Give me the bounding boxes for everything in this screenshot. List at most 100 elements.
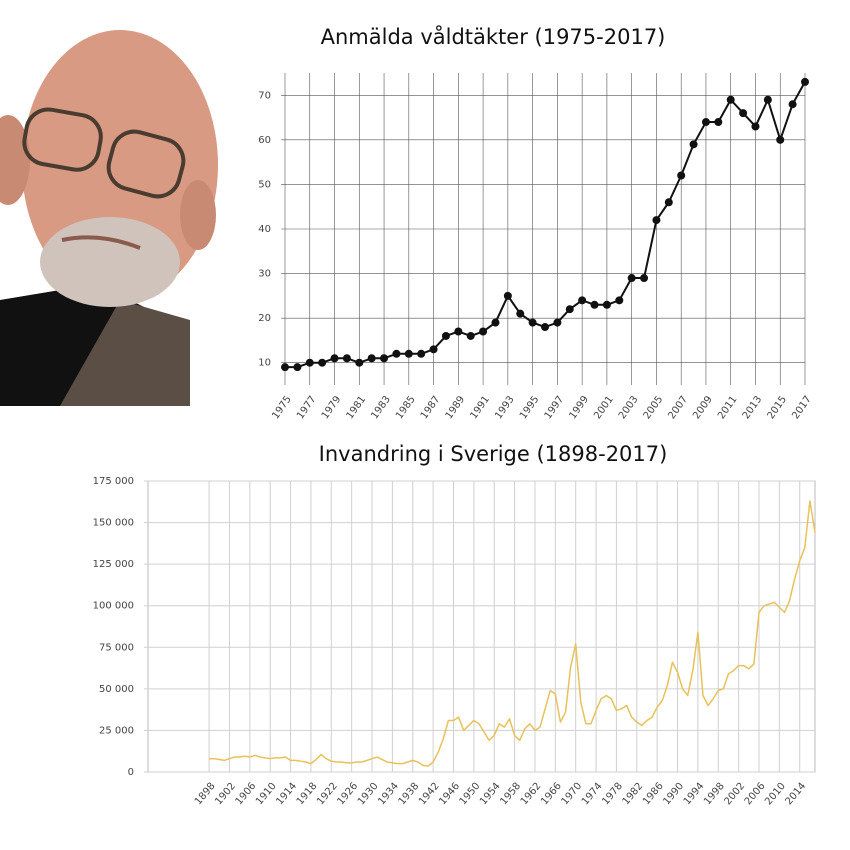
data-point: [392, 349, 401, 358]
data-point: [640, 274, 649, 283]
x-tick-label: 2006: [743, 781, 768, 808]
chart-title: Anmälda våldtäkter (1975-2017): [321, 24, 666, 49]
data-point: [293, 363, 302, 372]
data-line: [209, 500, 816, 767]
x-tick-label: 1938: [397, 781, 422, 808]
y-tick-label: 25 000: [99, 725, 134, 736]
x-tick-label: 2014: [784, 781, 809, 808]
x-tick-label: 1982: [621, 781, 646, 808]
x-tick-label: 1934: [376, 781, 401, 808]
data-point: [714, 118, 723, 127]
y-tick-label: 150 000: [93, 518, 134, 529]
y-tick-label: 125 000: [93, 559, 134, 570]
y-tick-label: 60: [258, 135, 271, 146]
x-tick-label: 2010: [763, 781, 788, 808]
glasses-left: [22, 107, 103, 172]
chart-title: Invandring i Sverige (1898-2017): [319, 442, 668, 466]
x-tick-label: 1987: [419, 394, 443, 421]
x-tick-label: 1962: [519, 781, 544, 808]
x-tick-label: 1995: [518, 394, 542, 421]
x-tick-label: 1906: [234, 781, 259, 808]
data-point: [565, 305, 574, 314]
x-tick-label: 1999: [567, 394, 591, 421]
x-tick-label: 1970: [560, 781, 585, 808]
y-tick-label: 30: [258, 269, 271, 280]
x-tick-label: 1977: [295, 394, 319, 421]
data-point: [355, 358, 364, 367]
ear: [180, 180, 216, 250]
x-tick-label: 1898: [193, 781, 218, 808]
data-point: [367, 354, 376, 363]
data-point: [318, 358, 327, 367]
x-tick-label: 1975: [270, 394, 294, 421]
x-tick-label: 1986: [641, 781, 666, 808]
x-tick-label: 1983: [369, 394, 393, 421]
data-point: [454, 327, 463, 336]
data-point: [652, 216, 661, 225]
x-tick-label: 2017: [790, 394, 814, 421]
data-point: [342, 354, 351, 363]
data-point: [491, 318, 500, 327]
data-point: [466, 331, 475, 340]
data-point: [677, 171, 686, 180]
data-point: [553, 318, 562, 327]
x-tick-label: 1985: [394, 394, 418, 421]
y-tick-label: 100 000: [93, 601, 134, 612]
y-tick-label: 175 000: [93, 476, 134, 487]
x-tick-label: 2001: [592, 394, 616, 421]
x-tick-label: 1994: [682, 781, 707, 808]
beard: [40, 217, 180, 307]
x-tick-label: 1958: [498, 781, 523, 808]
x-tick-label: 1993: [493, 394, 517, 421]
data-point: [739, 109, 748, 118]
x-tick-label: 1981: [345, 394, 369, 421]
data-point: [479, 327, 488, 336]
y-tick-label: 20: [258, 313, 271, 324]
x-tick-label: 1974: [580, 781, 605, 808]
y-tick-label: 50: [258, 179, 271, 190]
data-point: [516, 309, 525, 318]
x-tick-label: 2003: [617, 394, 641, 421]
data-point: [380, 354, 389, 363]
x-tick-label: 2009: [691, 394, 715, 421]
x-tick-label: 1946: [437, 781, 462, 808]
x-tick-label: 2011: [716, 394, 740, 421]
data-point: [689, 140, 698, 149]
x-tick-label: 1950: [458, 781, 483, 808]
x-tick-label: 1942: [417, 781, 442, 808]
x-tick-label: 2002: [722, 781, 747, 808]
data-point: [615, 296, 624, 305]
x-tick-label: 1902: [213, 781, 238, 808]
data-point: [429, 345, 438, 354]
data-point: [417, 349, 426, 358]
ear: [0, 115, 30, 205]
y-tick-label: 50 000: [99, 684, 134, 695]
data-point: [541, 323, 549, 332]
x-tick-label: 1998: [702, 781, 727, 808]
data-point: [801, 77, 809, 86]
data-point: [627, 274, 636, 283]
data-point: [404, 349, 413, 358]
data-point: [590, 300, 599, 309]
x-tick-label: 1954: [478, 781, 503, 808]
mouth: [61, 235, 141, 250]
data-point: [751, 122, 760, 131]
x-tick-label: 1978: [600, 781, 625, 808]
data-point: [578, 296, 587, 305]
y-tick-label: 0: [128, 767, 134, 778]
glasses-right: [106, 129, 186, 199]
data-point: [503, 291, 512, 300]
x-tick-label: 1930: [356, 781, 381, 808]
x-tick-label: 1966: [539, 781, 564, 808]
data-point: [788, 100, 797, 109]
x-tick-label: 1918: [295, 781, 320, 808]
y-tick-label: 75 000: [99, 642, 134, 653]
x-tick-label: 1914: [274, 781, 299, 808]
data-point: [763, 95, 772, 104]
x-tick-label: 2015: [766, 394, 790, 421]
data-point: [528, 318, 537, 327]
data-point: [776, 135, 785, 144]
x-tick-label: 2007: [666, 394, 690, 421]
data-point: [726, 95, 735, 104]
